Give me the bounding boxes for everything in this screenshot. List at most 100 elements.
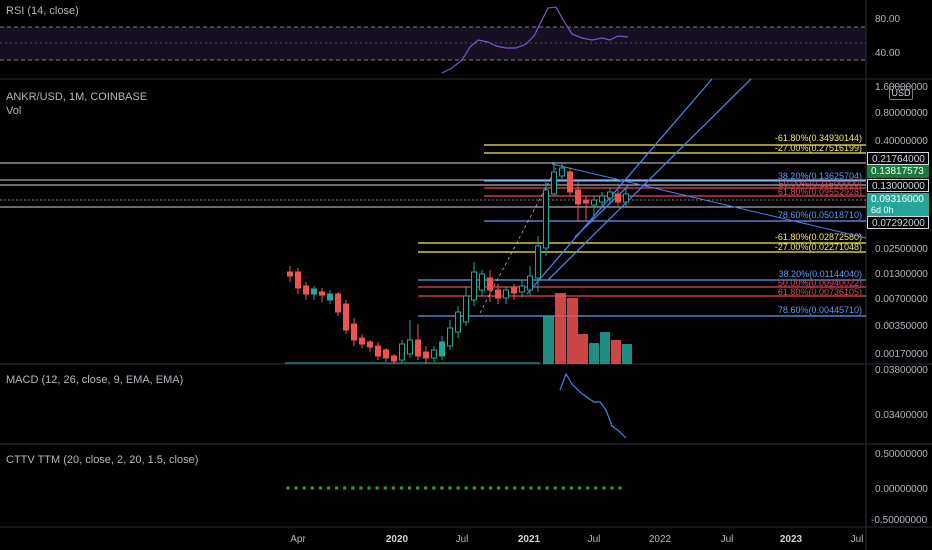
cttv-dot <box>513 486 517 490</box>
cttv-dot <box>618 486 622 490</box>
cttv-dot <box>585 486 590 490</box>
cttv-dot <box>383 486 388 490</box>
price-axis[interactable]: 80.00 40.00 1.60000000 0.80000000 0.4000… <box>871 14 928 526</box>
cttv-dot <box>334 486 339 490</box>
fib-label: 78.60%(0.05018710) <box>778 210 862 220</box>
fib-label: 78.60%(0.00445710) <box>778 305 862 315</box>
cttv-dot <box>318 486 323 490</box>
fib-label: -61.80%(0.34930144) <box>775 133 862 143</box>
cttv-dot <box>432 486 436 490</box>
cttv-dot <box>456 486 460 490</box>
cttv-dot <box>472 486 477 490</box>
time-tick: Jul <box>851 534 864 545</box>
volume-title[interactable]: Vol <box>6 105 22 117</box>
cttv-dot <box>504 486 509 490</box>
fib-label: 61.80%(0.09552928) <box>778 187 862 197</box>
cttv-dot <box>464 486 469 490</box>
time-tick: 2023 <box>780 534 803 545</box>
symbol-title[interactable]: ANKR/USD, 1M, COINBASE <box>6 91 148 103</box>
cttv-dot <box>545 486 549 490</box>
time-tick: Jul <box>721 534 734 545</box>
rsi-pane[interactable] <box>0 6 866 74</box>
cttv-dot <box>423 486 428 490</box>
currency-badge[interactable]: USD <box>889 86 913 100</box>
cttv-dot <box>367 486 371 490</box>
cttv-squeeze-dots <box>286 486 622 490</box>
rsi-tick: 80.00 <box>875 14 900 25</box>
cttv-dot <box>359 486 363 490</box>
price-tick: 0.01300000 <box>875 269 928 280</box>
cttv-dot <box>537 486 541 490</box>
cttv-dot <box>594 486 598 490</box>
fib-label: 61.80%(0.00736105) <box>778 287 862 297</box>
price-tick: 0.02500000 <box>875 244 928 255</box>
time-tick: 2020 <box>386 534 409 545</box>
price-tick: 0.00170000 <box>875 349 928 360</box>
cttv-dot <box>496 486 501 490</box>
cttv-dot <box>569 486 574 490</box>
time-tick: Jul <box>588 534 601 545</box>
cttv-dot <box>286 486 290 490</box>
time-tick: 2022 <box>649 534 672 545</box>
price-tag: 0.21764000 <box>867 152 929 165</box>
cttv-dot <box>326 486 331 490</box>
price-tick: 0.80000000 <box>875 108 928 119</box>
cttv-dot <box>302 486 307 490</box>
macd-tick: 0.03400000 <box>875 410 928 421</box>
rsi-tick: 40.00 <box>875 48 900 59</box>
cttv-dot <box>391 486 396 490</box>
price-tag: 0.07292000 <box>867 216 929 229</box>
cttv-tick: -0.50000000 <box>871 515 928 526</box>
cttv-dot <box>529 486 533 490</box>
cttv-tick: 0.50000000 <box>875 449 928 460</box>
cttv-dot <box>310 486 315 490</box>
price-tick: 0.00350000 <box>875 321 928 332</box>
cttv-dot <box>553 486 558 490</box>
fib-label: -27.00%(0.02271048) <box>775 242 862 252</box>
candles <box>287 162 629 364</box>
countdown-tag: 6d 0h <box>867 205 929 216</box>
cttv-dot <box>480 486 485 490</box>
cttv-dot <box>561 486 566 490</box>
fib-label: 50.00%(0.00940022) <box>778 278 862 288</box>
price-tag: 0.13000000 <box>867 179 929 192</box>
cttv-tick: 0.00000000 <box>875 484 928 495</box>
fib-labels: -61.80%(0.34930144) -27.00%(0.27516199) … <box>775 133 862 315</box>
price-tick: 0.40000000 <box>875 136 928 147</box>
cttv-dot <box>577 486 582 490</box>
price-tick: 1.60000000 <box>875 82 928 93</box>
cttv-dot <box>351 486 355 490</box>
fib-label: 38.20%(0.13625704) <box>778 171 862 181</box>
fib-label: 38.20%(0.01144040) <box>779 269 862 279</box>
fib-label: -61.80%(0.02872580) <box>775 232 862 242</box>
rsi-line <box>441 6 629 74</box>
time-tick: Apr <box>290 534 306 545</box>
volume-bars <box>285 293 632 364</box>
cttv-dot <box>610 486 614 490</box>
rsi-title[interactable]: RSI (14, close) <box>6 5 79 17</box>
cttv-dot <box>521 486 525 490</box>
horizontal-levels <box>0 162 866 208</box>
macd-line <box>559 372 627 439</box>
cttv-dot <box>488 486 493 490</box>
fib-label: -27.00%(0.27516199) <box>775 143 862 153</box>
price-tick: 0.00700000 <box>875 294 928 305</box>
cttv-dot <box>375 486 379 490</box>
macd-title[interactable]: MACD (12, 26, close, 9, EMA, EMA) <box>6 374 184 386</box>
cttv-dot <box>342 486 347 490</box>
current-price-tag: 0.09316000 <box>867 193 929 205</box>
cttv-dot <box>602 486 606 490</box>
cttv-dot <box>448 486 452 490</box>
cttv-dot <box>415 486 420 490</box>
cttv-title[interactable]: CTTV TTM (20, close, 2, 20, 1.5, close) <box>6 454 199 466</box>
cttv-dot <box>294 486 298 490</box>
cttv-dot <box>399 486 404 490</box>
time-tick: Jul <box>456 534 469 545</box>
price-tag: 0.13817573 <box>867 165 929 178</box>
cttv-dot <box>440 486 444 490</box>
time-axis[interactable]: Apr 2020 Jul 2021 Jul 2022 Jul 2023 Jul <box>290 534 863 545</box>
fib-label: 50.00%(0.11500000) <box>779 179 862 189</box>
macd-tick: 0.03800000 <box>875 365 928 376</box>
